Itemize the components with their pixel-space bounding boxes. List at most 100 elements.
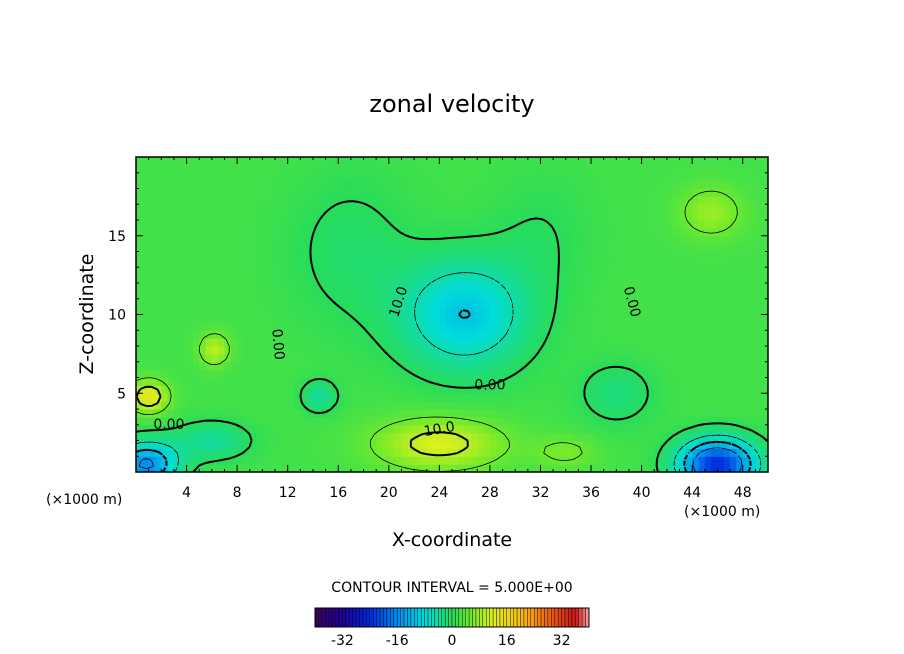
heat-cell (192, 338, 200, 347)
heat-cell (761, 298, 768, 308)
heat-cell (464, 290, 472, 300)
heat-cell (445, 448, 453, 457)
heat-cell (445, 346, 453, 355)
heat-cell (369, 440, 377, 449)
heat-cell (218, 180, 226, 190)
heat-cell (401, 259, 409, 268)
heat-cell (173, 212, 181, 221)
heat-cell (420, 393, 428, 402)
heat-cell (452, 456, 459, 465)
heat-cell (584, 322, 592, 331)
heat-cell (458, 330, 466, 339)
heat-cell (199, 267, 207, 276)
heat-cell (192, 424, 200, 434)
heat-cell (584, 243, 592, 253)
heat-cell (635, 393, 643, 402)
heat-cell (319, 464, 327, 472)
heat-cell (338, 227, 346, 237)
heat-cell (306, 440, 314, 449)
heat-cell (508, 424, 516, 434)
heat-cell (186, 290, 194, 300)
heat-cell (685, 361, 693, 371)
heat-cell (464, 322, 472, 331)
heat-cell (205, 393, 213, 402)
heat-cell (161, 290, 169, 300)
heat-cell (565, 204, 573, 213)
heat-cell (294, 290, 301, 300)
heat-cell (723, 164, 731, 174)
heat-cell (698, 314, 706, 323)
heat-cell (578, 440, 586, 449)
heat-cell (723, 196, 731, 205)
heat-cell (192, 448, 200, 457)
heat-cell (464, 424, 472, 434)
heat-cell (192, 346, 200, 355)
heat-cell (673, 330, 681, 339)
contour-lines (136, 190, 768, 472)
heat-cell (591, 322, 598, 331)
heat-cell (483, 290, 491, 300)
heat-cell (237, 196, 245, 205)
heat-cell (407, 164, 415, 174)
heat-cell (275, 298, 282, 308)
heat-cell (376, 361, 384, 371)
heat-cell (616, 369, 624, 379)
heat-cell (477, 409, 485, 418)
heat-cell (363, 306, 371, 316)
heat-cell (502, 212, 510, 221)
heat-cell (489, 243, 497, 253)
heat-cell (666, 196, 674, 205)
heat-cell (395, 188, 403, 197)
heat-cell (610, 369, 617, 379)
heat-cell (692, 393, 700, 402)
heat-cell (350, 322, 358, 331)
heat-cell (704, 172, 712, 182)
heat-cell (742, 164, 750, 174)
heat-cell (173, 235, 181, 245)
heat-cell (742, 298, 750, 308)
heat-cell (622, 369, 630, 379)
heat-cell (388, 204, 396, 213)
heat-cell (692, 401, 700, 410)
heat-cell (319, 243, 327, 253)
heat-cell (584, 306, 592, 316)
heat-cell (344, 432, 352, 442)
heat-cell (742, 322, 750, 331)
heat-cell (572, 377, 579, 386)
heat-cell (464, 227, 472, 237)
heat-cell (565, 164, 573, 174)
heat-cell (281, 259, 289, 268)
heat-cell (654, 424, 662, 434)
heat-cell (218, 196, 226, 205)
heat-cell (540, 267, 548, 276)
heat-cell (622, 212, 630, 221)
heat-cell (730, 290, 737, 300)
heat-cell (755, 353, 763, 363)
heat-cell (211, 409, 219, 418)
heat-cell (382, 377, 390, 386)
heat-cell (426, 227, 434, 237)
heat-cell (698, 243, 706, 253)
heat-cell (382, 369, 390, 379)
heat-cell (224, 369, 232, 379)
heat-cell (452, 275, 459, 284)
heat-cell (268, 464, 276, 472)
heat-cell (565, 353, 573, 363)
heat-cell (180, 180, 188, 190)
heat-cell (711, 204, 719, 213)
heat-cell (180, 385, 188, 394)
heat-cell (597, 220, 605, 229)
heat-cell (281, 275, 289, 284)
heat-cell (477, 164, 485, 174)
heat-cell (268, 235, 276, 245)
heat-cell (622, 251, 630, 260)
heat-cell (502, 196, 510, 205)
heat-cell (464, 330, 472, 339)
heat-cell (382, 164, 390, 174)
heat-cell (363, 298, 371, 308)
heat-cell (584, 409, 592, 418)
heat-cell (338, 290, 346, 300)
heat-cell (407, 259, 415, 268)
heat-cell (603, 275, 611, 284)
heat-cell (515, 283, 523, 292)
